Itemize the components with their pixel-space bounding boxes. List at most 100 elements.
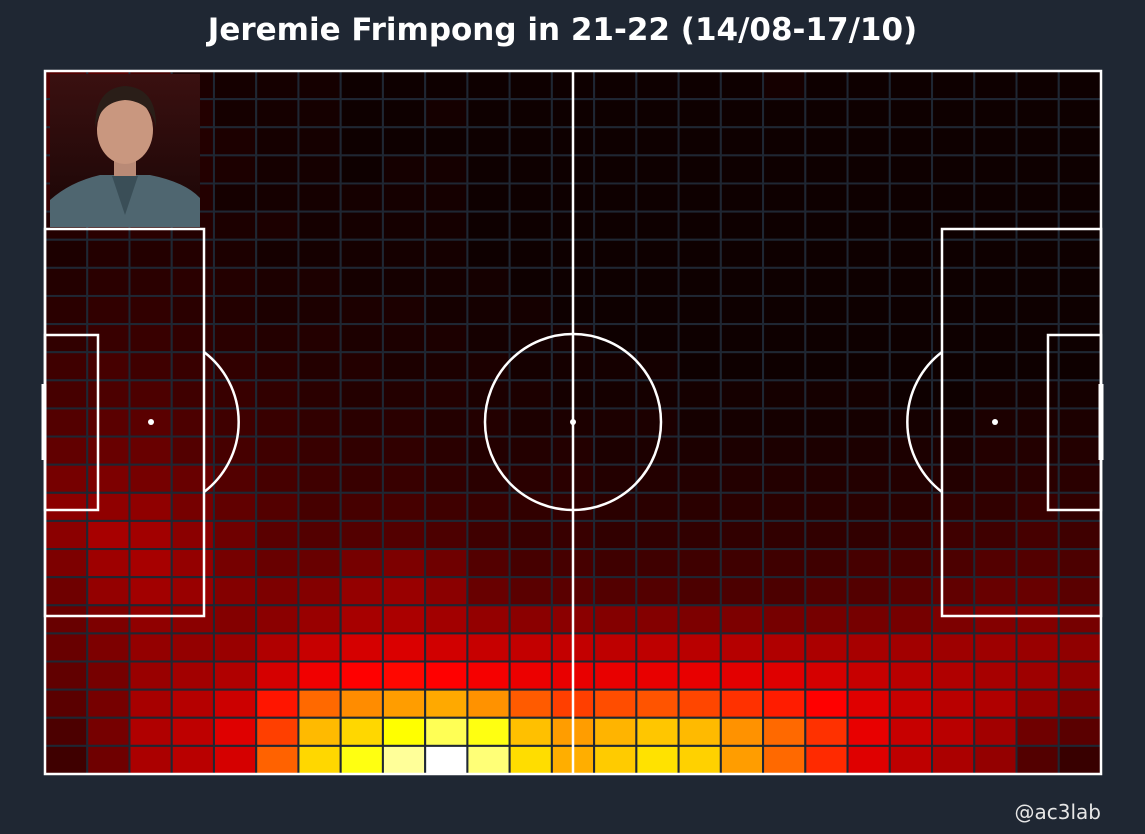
heatmap-cell: [635, 70, 680, 101]
heatmap-cell: [635, 576, 680, 607]
heatmap-cell: [339, 70, 384, 101]
heatmap-cell: [846, 491, 891, 522]
heatmap-cell: [424, 323, 469, 354]
heatmap-cell: [466, 548, 511, 579]
heatmap-cell: [973, 323, 1018, 354]
heatmap-cell: [846, 351, 891, 382]
heatmap-cell: [593, 294, 638, 326]
heatmap-cell: [1057, 660, 1103, 691]
heatmap-cell: [339, 716, 384, 747]
heatmap-cell: [804, 238, 849, 269]
heatmap-cell: [44, 519, 89, 551]
heatmap-cell: [593, 238, 638, 269]
heatmap-cell: [846, 210, 891, 241]
heatmap-cell: [128, 238, 173, 269]
heatmap-cell: [424, 98, 469, 129]
heatmap-cell: [931, 154, 976, 185]
heatmap-cell: [212, 548, 258, 579]
heatmap-cell: [339, 548, 384, 579]
heatmap-cell: [931, 238, 976, 269]
heatmap-cell: [888, 154, 934, 185]
heatmap-cell: [424, 660, 469, 691]
heatmap-cell: [170, 716, 215, 747]
heatmap-cell: [973, 548, 1018, 579]
heatmap-cell: [381, 716, 427, 747]
heatmap-cell: [719, 716, 765, 747]
heatmap-cell: [128, 463, 173, 494]
heatmap-cell: [44, 632, 89, 663]
heatmap-cell: [635, 154, 680, 185]
heatmap-cell: [297, 379, 342, 410]
heatmap-cell: [128, 604, 173, 635]
heatmap-cell: [888, 126, 934, 157]
heatmap-cell: [128, 379, 173, 410]
heatmap-cell: [804, 519, 849, 551]
right-penalty-spot: [992, 419, 998, 425]
heatmap-cell: [719, 548, 765, 579]
heatmap-cell: [1015, 323, 1060, 354]
heatmap-cell: [86, 660, 131, 691]
heatmap-cell: [381, 379, 427, 410]
heatmap-cell: [846, 323, 891, 354]
heatmap-cell: [424, 688, 469, 719]
heatmap-cell: [1057, 744, 1103, 776]
heatmap-cell: [1015, 154, 1060, 185]
heatmap-cell: [888, 519, 934, 551]
heatmap-cell: [381, 70, 427, 101]
heatmap-cell: [1057, 576, 1103, 607]
heatmap-cell: [466, 604, 511, 635]
heatmap-cell: [339, 519, 384, 551]
heatmap-cell: [888, 688, 934, 719]
heatmap-cell: [466, 266, 511, 297]
heatmap-cell: [381, 154, 427, 185]
heatmap-cell: [339, 323, 384, 354]
heatmap-cell: [212, 519, 258, 551]
heatmap-cell: [1057, 323, 1103, 354]
heatmap-cell: [339, 351, 384, 382]
heatmap-cell: [677, 548, 722, 579]
heatmap-cell: [888, 98, 934, 129]
heatmap-cell: [677, 323, 722, 354]
heatmap-cell: [804, 70, 849, 101]
heatmap-cell: [677, 98, 722, 129]
heatmap-cell: [1015, 632, 1060, 663]
heatmap-cell: [635, 323, 680, 354]
heatmap-cell: [212, 294, 258, 326]
heatmap-cell: [846, 744, 891, 776]
heatmap-cell: [255, 463, 300, 494]
heatmap-cell: [508, 210, 553, 241]
heatmap-cell: [255, 266, 300, 297]
heatmap-cell: [508, 604, 553, 635]
heatmap-cell: [381, 323, 427, 354]
heatmap-cell: [297, 407, 342, 438]
heatmap-cell: [44, 660, 89, 691]
heatmap-cell: [466, 126, 511, 157]
heatmap-cell: [128, 491, 173, 522]
heatmap-cell: [677, 632, 722, 663]
heatmap-cell: [846, 154, 891, 185]
heatmap-cell: [297, 463, 342, 494]
heatmap-cell: [973, 519, 1018, 551]
heatmap-cell: [888, 744, 934, 776]
heatmap-cell: [804, 210, 849, 241]
heatmap-cell: [86, 716, 131, 747]
heatmap-cell: [508, 70, 553, 101]
heatmap-cell: [846, 182, 891, 213]
heatmap-cell: [973, 435, 1018, 466]
heatmap-cell: [677, 716, 722, 747]
heatmap-cell: [762, 294, 807, 326]
heatmap-cell: [973, 70, 1018, 101]
heatmap-cell: [128, 266, 173, 297]
heatmap-cell: [846, 266, 891, 297]
heatmap-cell: [1057, 435, 1103, 466]
heatmap-cell: [677, 126, 722, 157]
heatmap-cell: [635, 660, 680, 691]
heatmap-cell: [508, 688, 553, 719]
heatmap-cell: [466, 744, 511, 776]
heatmap-cell: [719, 266, 765, 297]
heatmap-cell: [44, 716, 89, 747]
heatmap-cell: [973, 576, 1018, 607]
heatmap-cell: [804, 660, 849, 691]
heatmap-cell: [381, 604, 427, 635]
heatmap-cell: [508, 294, 553, 326]
